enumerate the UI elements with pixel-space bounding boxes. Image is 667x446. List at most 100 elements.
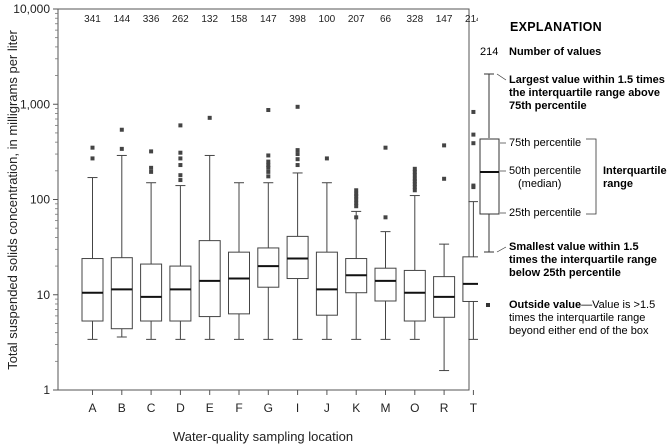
outlier-point	[266, 159, 271, 164]
legend-min-label: Smallest value within 1.5 times the inte…	[509, 241, 657, 279]
outlier-point	[471, 183, 476, 188]
y-axis-title: Total suspended solids concentration, in…	[5, 30, 20, 370]
outlier-point	[412, 188, 417, 193]
x-tick-label: M	[381, 401, 391, 415]
iqr-box	[462, 256, 478, 302]
outlier-point	[149, 149, 154, 154]
outlier-point	[295, 157, 300, 162]
outlier-point	[412, 169, 417, 174]
x-tick-label: G	[264, 401, 273, 415]
y-tick-label: 100	[30, 193, 50, 207]
box-J	[315, 156, 338, 340]
x-tick-label: F	[235, 401, 242, 415]
outlier-point	[178, 178, 183, 183]
outlier-point	[266, 108, 271, 113]
count-label: 147	[260, 14, 277, 25]
box-G	[257, 108, 280, 340]
count-label: 336	[143, 14, 160, 25]
iqr-box	[403, 269, 426, 322]
iqr-box	[81, 258, 104, 322]
box-E	[198, 115, 221, 340]
count-label: 158	[231, 14, 248, 25]
iqr-box	[169, 265, 192, 322]
x-tick-label: O	[410, 401, 419, 415]
outlier-point	[295, 104, 300, 109]
x-tick-label: I	[296, 401, 299, 415]
outlier-point	[354, 200, 359, 205]
count-label: 132	[201, 14, 218, 25]
outlier-point	[324, 156, 329, 161]
count-label: 207	[348, 14, 365, 25]
x-axis-title: Water-quality sampling location	[173, 429, 353, 444]
outlier-point	[442, 143, 447, 148]
legend-p25-label: 25th percentile	[509, 207, 582, 219]
legend-outside-value-marker	[486, 303, 490, 307]
outlier-point	[354, 215, 359, 220]
outlier-point	[412, 185, 417, 190]
legend-outside-label-bold: Outside value	[509, 299, 582, 311]
x-tick-label: E	[206, 401, 214, 415]
count-label: 147	[436, 14, 453, 25]
outlier-point	[295, 152, 300, 157]
x-tick-label: A	[88, 401, 96, 415]
outlier-point	[354, 188, 359, 193]
count-label: 144	[113, 14, 130, 25]
x-tick-label: K	[352, 401, 360, 415]
outlier-point	[90, 145, 95, 150]
box-C	[140, 149, 163, 340]
legend-box	[479, 138, 500, 215]
count-label: 341	[84, 14, 101, 25]
box-I	[286, 104, 309, 340]
iqr-box	[228, 251, 250, 315]
explanation-legend: EXPLANATION 214 Number of values Largest…	[478, 16, 667, 396]
outlier-point	[119, 127, 124, 132]
legend-p50-label: 50th percentile	[509, 165, 582, 177]
y-tick-label: 1,000	[20, 97, 50, 111]
y-tick-label: 10,000	[13, 2, 50, 16]
box-plot-chart: 1 10 100 1,000 10,000 341 144 336 262 132 158 147 3…	[5, 2, 478, 444]
legend-iqr-label: Interquartile range	[603, 165, 667, 190]
legend-outside-label-rest: —Value is >1.5 times the interquartile r…	[509, 299, 656, 337]
outlier-point	[354, 191, 359, 196]
plot-area-frame	[57, 8, 470, 391]
box-M	[374, 145, 397, 340]
outlier-point	[383, 145, 388, 150]
box-K	[345, 188, 368, 340]
iqr-box	[140, 263, 163, 322]
x-tick-label: T	[470, 401, 478, 415]
legend-max-label: Largest value within 1.5 times the inter…	[509, 74, 665, 112]
outlier-point	[295, 148, 300, 153]
x-tick-label: R	[440, 401, 449, 415]
outlier-point	[119, 146, 124, 151]
count-label: 66	[380, 14, 392, 25]
legend-count-label: Number of values	[509, 46, 602, 58]
y-tick-label: 1	[43, 383, 50, 397]
outlier-point	[90, 156, 95, 161]
box-B	[110, 127, 133, 338]
y-tick-label: 10	[37, 288, 51, 302]
outlier-point	[149, 169, 154, 174]
outlier-point	[178, 150, 183, 155]
outlier-point	[354, 197, 359, 202]
x-tick-label: B	[118, 401, 126, 415]
outlier-point	[471, 141, 476, 146]
count-label: 328	[406, 14, 423, 25]
legend-leader-min	[496, 246, 507, 253]
legend-leader-max	[496, 73, 507, 81]
iqr-box	[110, 257, 133, 330]
box-T	[462, 109, 478, 340]
outlier-point	[178, 156, 183, 161]
legend-median-label: (median)	[518, 178, 562, 190]
count-label: 398	[289, 14, 306, 25]
outlier-point	[442, 176, 447, 181]
outlier-point	[354, 194, 359, 199]
outlier-point	[471, 109, 476, 114]
count-label: 262	[172, 14, 189, 25]
outlier-point	[149, 165, 154, 170]
outlier-point	[412, 166, 417, 171]
outlier-point	[178, 163, 183, 168]
outlier-point	[266, 174, 271, 179]
outlier-point	[383, 215, 388, 220]
box-O	[403, 166, 426, 340]
box-F	[228, 182, 250, 340]
